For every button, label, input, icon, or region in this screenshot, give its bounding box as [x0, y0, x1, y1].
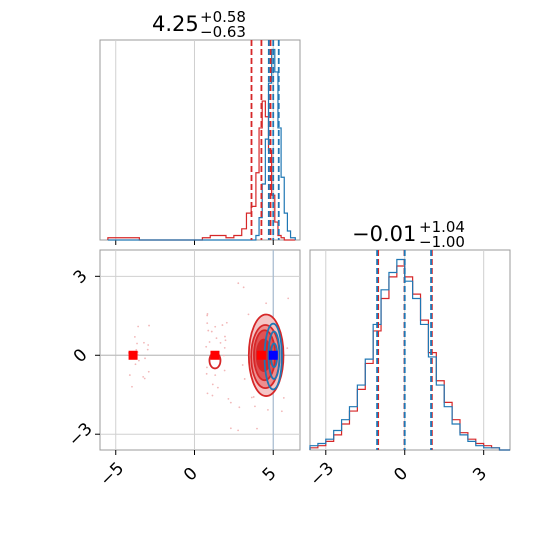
contour-ytick-label: 3: [70, 266, 92, 288]
contour-scatter-point: [243, 378, 246, 380]
hist-title-value-bottom: −0.01: [352, 222, 416, 246]
hist-title-minus-top: −0.63: [200, 23, 246, 41]
contour-scatter-point: [136, 342, 138, 345]
contour-scatter-point: [222, 354, 225, 357]
contour-scatter-point: [207, 329, 210, 332]
contour-scatter-point: [135, 348, 138, 351]
hist-title-minus-bottom: −1.00: [419, 233, 465, 251]
contour-xtick-label: −5: [96, 459, 128, 491]
marker-red-0: [128, 350, 138, 360]
contour-scatter-point: [134, 363, 137, 366]
contour-scatter-point: [280, 410, 283, 413]
contour-scatter-point: [241, 364, 244, 366]
hist-panel-bottom: −3 0 3 −0.01 +1.04 −1.00: [306, 218, 511, 491]
contour-scatter-point: [229, 401, 232, 404]
contour-scatter-point: [221, 324, 224, 326]
hist-title-plus-bottom: +1.04: [419, 218, 465, 236]
marker-blue-3: [268, 350, 278, 360]
contour-scatter-point: [238, 406, 241, 409]
contour-scatter-point: [206, 313, 209, 315]
contour-scatter-point: [214, 325, 217, 328]
contour-scatter-point: [210, 330, 213, 333]
hist-title-plus-top: +0.58: [200, 8, 246, 26]
br-hist-xtick-label: 3: [469, 464, 491, 486]
contour-scatter-point: [286, 347, 289, 350]
contour-scatter-point: [267, 408, 269, 411]
contour-xtick-label: 0: [180, 464, 202, 486]
contour-scatter-point: [242, 286, 245, 289]
top-hist-series-blue: [107, 48, 296, 241]
hist-title-value-top: 4.25: [152, 12, 199, 36]
br-hist-xtick-label: 0: [390, 464, 412, 486]
contour-scatter-point: [216, 386, 219, 389]
contour-ytick-label: −3: [65, 419, 97, 451]
contour-scatter-point: [142, 375, 145, 378]
contour-scatter-point: [256, 427, 258, 430]
contour-scatter-point: [265, 302, 268, 305]
contour-scatter-point: [211, 394, 214, 397]
contour-scatter-point: [225, 321, 228, 324]
contour-scatter-point: [254, 405, 256, 408]
contour-scatter-point: [205, 372, 208, 375]
contour-scatter-point: [282, 397, 285, 399]
br-hist-xtick-label: −3: [306, 459, 338, 491]
contour-scatter-point: [144, 357, 146, 360]
contour-scatter-point: [247, 313, 250, 316]
contour-scatter-point: [148, 324, 150, 327]
contour-panel: −5 0 5 −3 0 3: [65, 249, 301, 491]
contour-scatter-point: [146, 348, 149, 351]
contour-scatter-point: [206, 314, 209, 317]
contour-scatter-point: [223, 369, 226, 372]
contour-scatter-point: [223, 346, 226, 349]
contour-scatter-point: [143, 377, 146, 380]
blue-contour-level-1: [267, 330, 281, 380]
contour-scatter-point: [237, 429, 240, 432]
contour-scatter-point: [128, 374, 131, 376]
contour-scatter-point: [206, 392, 209, 395]
contour-scatter-point: [131, 385, 133, 388]
contour-scatter-point: [252, 396, 255, 398]
contour-scatter-point: [211, 383, 214, 386]
contour-scatter-point: [206, 366, 208, 369]
marker-red-1: [210, 350, 220, 360]
contour-scatter-point: [214, 374, 217, 377]
contour-scatter-point: [208, 341, 211, 343]
contour-scatter-point: [287, 297, 290, 300]
contour-scatter-point: [215, 337, 218, 340]
contour-scatter-point: [205, 345, 208, 348]
contour-scatter-point: [237, 282, 240, 285]
contour-scatter-point: [147, 344, 150, 346]
contour-scatter-point: [137, 325, 140, 328]
marker-red-2: [256, 350, 266, 360]
contour-xtick-label: 5: [259, 464, 281, 486]
contour-scatter-point: [147, 370, 150, 373]
contour-scatter-point: [224, 339, 227, 342]
contour-scatter-point: [229, 427, 232, 430]
contour-scatter-point: [206, 322, 209, 325]
contour-scatter-point: [137, 359, 140, 362]
hist-panel-top: 4.25 +0.58 −0.63: [99, 8, 301, 245]
contour-scatter-point: [224, 335, 226, 338]
contour-scatter-point: [250, 396, 253, 399]
contour-scatter-point: [133, 336, 136, 338]
contour-scatter-point: [143, 341, 145, 344]
contour-ytick-label: 0: [70, 345, 92, 367]
contour-scatter-point: [227, 397, 230, 400]
contour-scatter-point: [219, 341, 222, 344]
contour-scatter-point: [137, 353, 140, 356]
